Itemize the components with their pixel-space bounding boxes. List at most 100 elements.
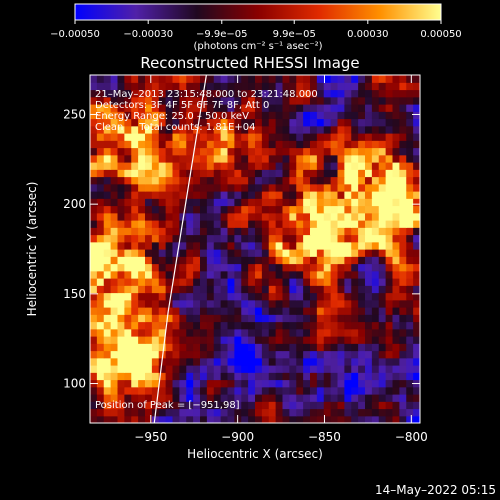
heatmap-cell: [213, 176, 222, 185]
heatmap-cell: [303, 89, 311, 98]
annotation-line-3: Energy Range: 25.0 – 50.0 keV: [95, 111, 249, 122]
heatmap-cell: [227, 350, 235, 359]
heatmap-cell: [413, 89, 420, 98]
heatmap-cell: [206, 401, 215, 410]
heatmap-cell: [96, 408, 105, 417]
heatmap-cell: [378, 321, 387, 330]
heatmap-cell: [399, 205, 407, 214]
heatmap-cell: [158, 256, 167, 265]
heatmap-cell: [392, 198, 400, 207]
heatmap-cell: [310, 198, 318, 207]
heatmap-cell: [351, 270, 359, 279]
heatmap-cell: [234, 118, 242, 127]
heatmap-cell: [310, 278, 318, 286]
heatmap-cell: [220, 299, 229, 308]
heatmap-cell: [385, 75, 394, 83]
heatmap-cell: [358, 401, 366, 410]
heatmap-cell: [131, 299, 139, 308]
heatmap-cell: [151, 292, 160, 301]
heatmap-cell: [117, 191, 125, 199]
heatmap-cell: [103, 314, 112, 323]
heatmap-cell: [351, 82, 359, 91]
heatmap-cell: [145, 328, 153, 337]
heatmap-cell: [158, 278, 167, 286]
heatmap-cell: [296, 328, 304, 337]
heatmap-cell: [234, 212, 242, 221]
heatmap-cell: [165, 401, 174, 410]
heatmap-cell: [213, 343, 222, 352]
heatmap-cell: [255, 350, 263, 359]
heatmap-cells: [90, 75, 420, 423]
heatmap-cell: [406, 299, 414, 308]
heatmap-cell: [158, 299, 167, 308]
heatmap-cell: [200, 176, 208, 185]
heatmap-cell: [378, 394, 387, 402]
heatmap-cell: [330, 415, 339, 423]
heatmap-cell: [165, 365, 174, 373]
heatmap-cell: [275, 227, 284, 236]
heatmap-cell: [303, 328, 311, 337]
heatmap-cell: [371, 357, 380, 366]
heatmap-cell: [337, 285, 345, 294]
heatmap-cell: [268, 394, 277, 402]
heatmap-cell: [158, 111, 167, 120]
heatmap-cell: [90, 191, 98, 199]
heatmap-cell: [371, 212, 380, 221]
heatmap-cell: [103, 154, 112, 163]
heatmap-cell: [303, 394, 311, 402]
heatmap-cell: [220, 162, 229, 170]
heatmap-cell: [413, 198, 420, 207]
heatmap-cell: [151, 357, 160, 366]
heatmap-cell: [255, 307, 263, 315]
heatmap-cell: [220, 386, 229, 395]
heatmap-cell: [330, 292, 339, 301]
heatmap-cell: [103, 249, 112, 257]
heatmap-cell: [227, 343, 235, 352]
heatmap-cell: [406, 111, 414, 120]
heatmap-cell: [365, 212, 373, 221]
heatmap-cell: [117, 96, 125, 105]
heatmap-cell: [406, 270, 414, 279]
heatmap-cell: [165, 241, 174, 250]
heatmap-cell: [248, 220, 256, 228]
heatmap-cell: [179, 75, 187, 83]
heatmap-cell: [103, 234, 112, 243]
heatmap-cell: [406, 125, 414, 134]
heatmap-cell: [220, 314, 229, 323]
heatmap-cell: [90, 415, 98, 423]
heatmap-cell: [255, 357, 263, 366]
heatmap-cell: [186, 307, 194, 315]
heatmap-cell: [399, 270, 407, 279]
heatmap-cell: [282, 191, 290, 199]
heatmap-cell: [220, 372, 229, 381]
heatmap-cell: [358, 386, 366, 395]
heatmap-cell: [365, 241, 373, 250]
heatmap-cell: [385, 263, 394, 272]
heatmap-cell: [241, 350, 249, 359]
heatmap-cell: [241, 205, 249, 214]
heatmap-cell: [248, 96, 256, 105]
heatmap-cell: [103, 147, 112, 156]
heatmap-cell: [151, 89, 160, 98]
heatmap-cell: [413, 82, 420, 91]
heatmap-cell: [117, 176, 125, 185]
heatmap-cell: [268, 401, 277, 410]
heatmap-cell: [296, 220, 304, 228]
heatmap-cell: [193, 270, 201, 279]
heatmap-cell: [248, 415, 256, 423]
heatmap-cell: [117, 118, 125, 127]
heatmap-cell: [344, 292, 352, 301]
heatmap-cell: [282, 227, 290, 236]
heatmap-cell: [268, 169, 277, 178]
heatmap-cell: [351, 314, 359, 323]
heatmap-cell: [268, 96, 277, 105]
heatmap-cell: [90, 386, 98, 395]
heatmap-cell: [200, 96, 208, 105]
heatmap-cell: [310, 82, 318, 91]
heatmap-cell: [206, 394, 215, 402]
heatmap-cell: [138, 227, 146, 236]
heatmap-cell: [296, 263, 304, 272]
heatmap-cell: [378, 212, 387, 221]
heatmap-cell: [200, 191, 208, 199]
heatmap-cell: [138, 415, 146, 423]
